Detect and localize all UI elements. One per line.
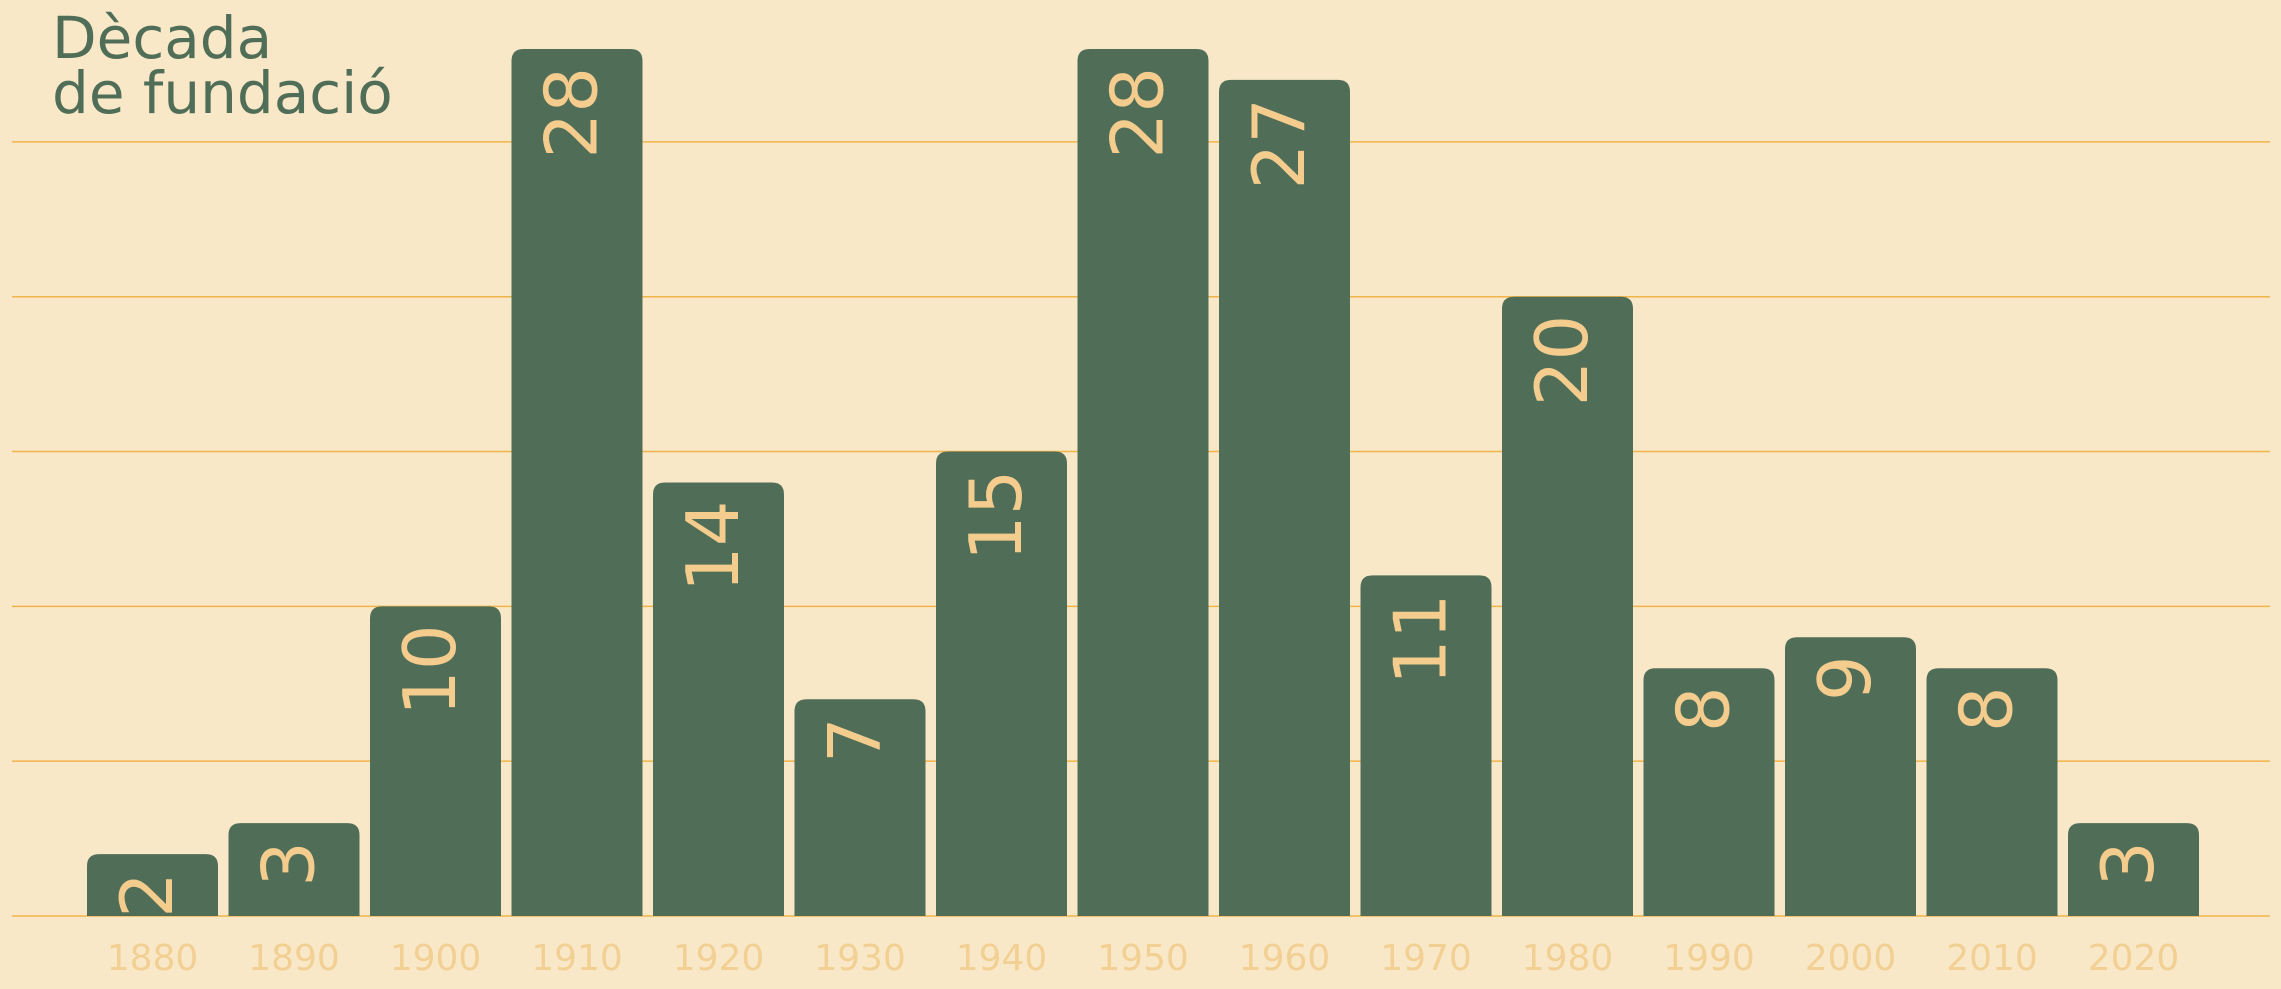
value-label: 14 [671, 500, 755, 592]
bar [87, 854, 218, 916]
x-tick-label: 1900 [390, 938, 482, 979]
bar [1502, 296, 1633, 916]
x-tick-label: 1930 [814, 938, 906, 979]
x-tick-label: 1950 [1097, 938, 1189, 979]
value-label: 11 [1379, 593, 1463, 685]
x-tick-label: 1910 [531, 938, 623, 979]
value-label: 27 [1237, 98, 1321, 190]
x-tick-label: 1890 [248, 938, 340, 979]
x-tick-label: 1960 [1239, 938, 1331, 979]
value-label: 2 [105, 872, 189, 918]
value-label: 8 [1662, 686, 1746, 732]
bar [794, 699, 926, 916]
value-label: 9 [1803, 655, 1887, 701]
bar [511, 48, 643, 917]
bar [370, 606, 501, 916]
value-label: 8 [1945, 686, 2029, 732]
value-label: 15 [954, 470, 1038, 562]
bar [936, 451, 1067, 916]
x-tick-label: 1920 [673, 938, 765, 979]
value-label: 3 [247, 841, 331, 887]
bar [1926, 668, 2058, 916]
value-label: 20 [1520, 315, 1604, 407]
bar [1643, 668, 1775, 916]
value-label: 7 [813, 717, 897, 763]
bar [1077, 48, 1209, 917]
chart-title: Dècada [52, 4, 272, 72]
x-tick-label: 1980 [1522, 938, 1614, 979]
chart-title: de fundació [52, 59, 393, 127]
bar [1785, 637, 1916, 916]
value-label: 28 [1096, 67, 1180, 159]
value-label: 10 [388, 624, 472, 716]
bar [2068, 823, 2199, 916]
value-label: 28 [530, 67, 614, 159]
x-tick-label: 2000 [1805, 938, 1897, 979]
bar [228, 823, 360, 916]
x-tick-label: 1970 [1380, 938, 1472, 979]
x-tick-label: 1990 [1663, 938, 1755, 979]
x-tick-label: 2010 [1946, 938, 2038, 979]
bar [653, 482, 784, 916]
x-tick-label: 1940 [956, 938, 1048, 979]
x-tick-label: 1880 [107, 938, 199, 979]
value-label: 3 [2086, 841, 2170, 887]
bar [1219, 79, 1350, 917]
x-tick-label: 2020 [2088, 938, 2180, 979]
bar [1360, 575, 1492, 916]
